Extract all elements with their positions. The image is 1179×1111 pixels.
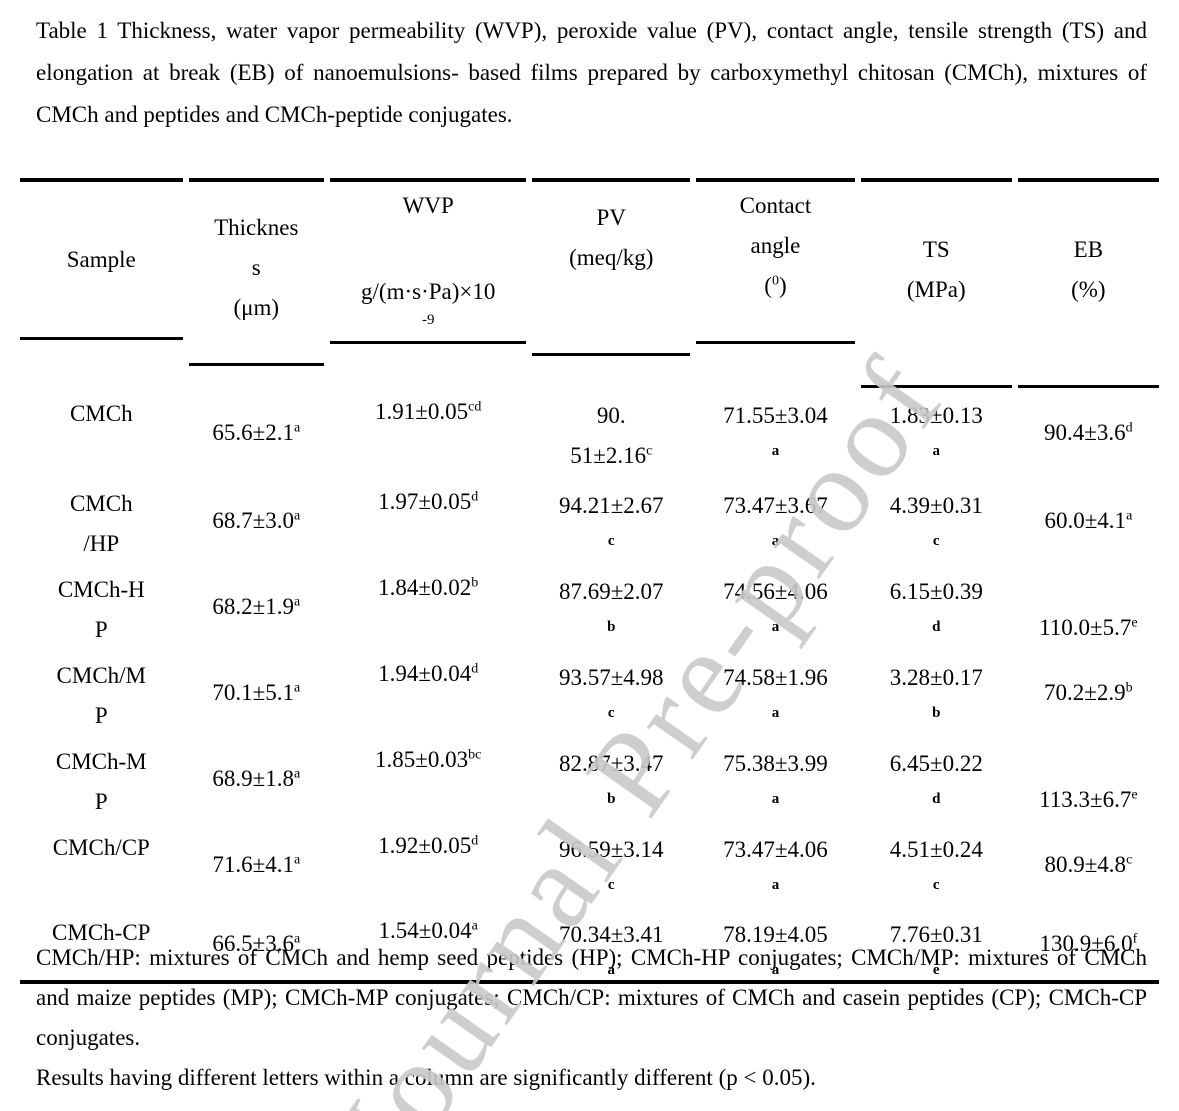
header-contact-line1: Contact	[739, 193, 812, 218]
sample-cell: CMCh-H P	[57, 577, 145, 642]
wvp-cell: 1.54±0.04a	[378, 918, 478, 943]
pv-cell: 87.69±2.07 b	[558, 579, 664, 635]
footnote-abbreviations: CMCh/HP: mixtures of CMCh and hemp seed …	[36, 945, 1147, 1050]
sample-cell: CMCh/CP	[52, 835, 150, 860]
header-contact-angle: Contact angle (0)	[696, 178, 855, 344]
ts-cell: 3.28±0.17 b	[889, 665, 983, 721]
wvp-cell: 1.94±0.04d	[378, 661, 479, 686]
header-wvp-label: WVP	[402, 193, 454, 218]
table-row-cmch-cp-mix: CMCh/CP 71.6±4.1a 1.92±0.05d 96.59±3.14 …	[20, 822, 1159, 907]
eb-cell: 60.0±4.1a	[1044, 508, 1133, 533]
thickness-cell: 68.9±1.8a	[212, 766, 301, 791]
table-row-cmch-cp-conj: CMCh-CP 66.5±3.6a 1.54±0.04a 70.34±3.41 …	[20, 907, 1159, 980]
ts-cell: 4.51±0.24 c	[889, 837, 983, 893]
contact-angle-cell: 73.47±3.67 a	[723, 493, 828, 549]
header-wvp-unit: g/(m·s·Pa)×10	[361, 279, 496, 304]
header-sample: Sample	[20, 178, 183, 340]
table-row-cmch-mp-mix: CMCh/M P 70.1±5.1a 1.94±0.04d 93.57±4.98…	[20, 650, 1159, 736]
table-row-cmch: CMCh 65.6±2.1a 1.91±0.05cd 90. 51±2.16c …	[20, 388, 1159, 478]
header-pv: PV (meq/kg)	[532, 178, 691, 356]
contact-angle-cell: 73.47±4.06 a	[723, 837, 828, 893]
eb-cell: 113.3±6.7e	[1039, 787, 1138, 812]
header-pv-label: PV	[596, 205, 626, 230]
header-eb-label: EB	[1073, 237, 1104, 262]
pv-cell: 82.87±3.47 b	[558, 751, 664, 807]
thickness-cell: 70.1±5.1a	[212, 680, 301, 705]
header-thickness: Thicknes s (μm)	[188, 178, 324, 366]
contact-angle-cell: 74.56±4.06 a	[723, 579, 828, 635]
table-bottom-rule	[20, 980, 1159, 984]
contact-angle-cell: 71.55±3.04 a	[723, 403, 828, 459]
wvp-cell: 1.92±0.05d	[378, 833, 479, 858]
wvp-cell: 1.84±0.02b	[378, 575, 479, 600]
ts-cell: 6.15±0.39 d	[889, 579, 983, 635]
pv-cell: 94.21±2.67 c	[558, 493, 664, 549]
wvp-cell: 1.85±0.03bc	[375, 747, 482, 772]
eb-cell: 110.0±5.7e	[1039, 615, 1138, 640]
thickness-cell: 68.7±3.0a	[212, 508, 301, 533]
sample-cell: CMCh	[69, 401, 133, 426]
eb-cell: 90.4±3.6d	[1044, 420, 1133, 445]
results-table: Sample Thicknes s (μm) WVP g/(m·s·Pa)×10…	[20, 178, 1159, 984]
header-ts-label: TS	[922, 237, 950, 262]
thickness-cell: 71.6±4.1a	[212, 851, 301, 877]
table-header: Sample Thicknes s (μm) WVP g/(m·s·Pa)×10…	[20, 178, 1159, 388]
pv-cell: 90. 51±2.16c	[570, 403, 653, 468]
thickness-cell: 68.2±1.9a	[212, 594, 301, 619]
eb-cell: 80.9±4.8c	[1044, 851, 1133, 877]
header-ts: TS (MPa)	[860, 178, 1012, 388]
table-caption: Table 1 Thickness, water vapor permeabil…	[36, 18, 1147, 127]
header-thickness-line2: s	[251, 255, 261, 280]
pv-cell: 96.59±3.14 c	[558, 837, 664, 893]
contact-angle-cell: 74.58±1.96 a	[723, 665, 828, 721]
sample-cell: CMCh /HP	[69, 491, 133, 556]
sample-cell: CMCh-CP	[52, 920, 151, 945]
header-pv-unit: (meq/kg)	[569, 245, 654, 270]
header-wvp-exponent: -9	[421, 312, 435, 328]
header-eb: EB (%)	[1017, 178, 1159, 388]
header-contact-line2: angle	[750, 233, 801, 258]
table-row-cmch-mp-conj: CMCh-M P 68.9±1.8a 1.85±0.03bc 82.87±3.4…	[20, 736, 1159, 822]
sample-cell: CMCh/M P	[56, 663, 147, 728]
ts-cell: 7.76±0.31 e	[889, 922, 983, 978]
header-eb-unit: (%)	[1071, 277, 1106, 302]
table-row-cmch-hp-mix: CMCh /HP 68.7±3.0a 1.97±0.05d 94.21±2.67…	[20, 478, 1159, 564]
pv-cell: 93.57±4.98 c	[558, 665, 664, 721]
header-contact-unit: (0)	[764, 273, 787, 298]
pv-cell: 70.34±3.41 a	[558, 922, 664, 978]
sample-cell: CMCh-M P	[55, 749, 147, 814]
header-wvp: WVP g/(m·s·Pa)×10 -9	[330, 178, 527, 344]
table-footnotes: CMCh/HP: mixtures of CMCh and hemp seed …	[36, 938, 1147, 1098]
contact-angle-cell: 75.38±3.99 a	[723, 751, 828, 807]
eb-cell: 70.2±2.9b	[1044, 680, 1133, 705]
contact-angle-cell: 78.19±4.05 a	[723, 922, 828, 978]
thickness-cell: 65.6±2.1a	[212, 420, 301, 445]
wvp-cell: 1.91±0.05cd	[375, 399, 482, 424]
table-row-cmch-hp-conj: CMCh-H P 68.2±1.9a 1.84±0.02b 87.69±2.07…	[20, 564, 1159, 650]
thickness-cell: 66.5±3.6a	[212, 930, 301, 956]
header-ts-unit: (MPa)	[906, 277, 966, 302]
ts-cell: 6.45±0.22 d	[889, 751, 983, 807]
footnote-significance: Results having different letters within …	[36, 1065, 816, 1090]
header-thickness-unit: (μm)	[233, 295, 280, 320]
header-thickness-line1: Thicknes	[214, 215, 299, 240]
ts-cell: 4.39±0.31 c	[889, 493, 983, 549]
header-sample-label: Sample	[66, 246, 136, 272]
wvp-cell: 1.97±0.05d	[378, 489, 479, 514]
eb-cell: 130.9±6.0f	[1039, 930, 1138, 956]
ts-cell: 1.83±0.13 a	[889, 403, 983, 459]
